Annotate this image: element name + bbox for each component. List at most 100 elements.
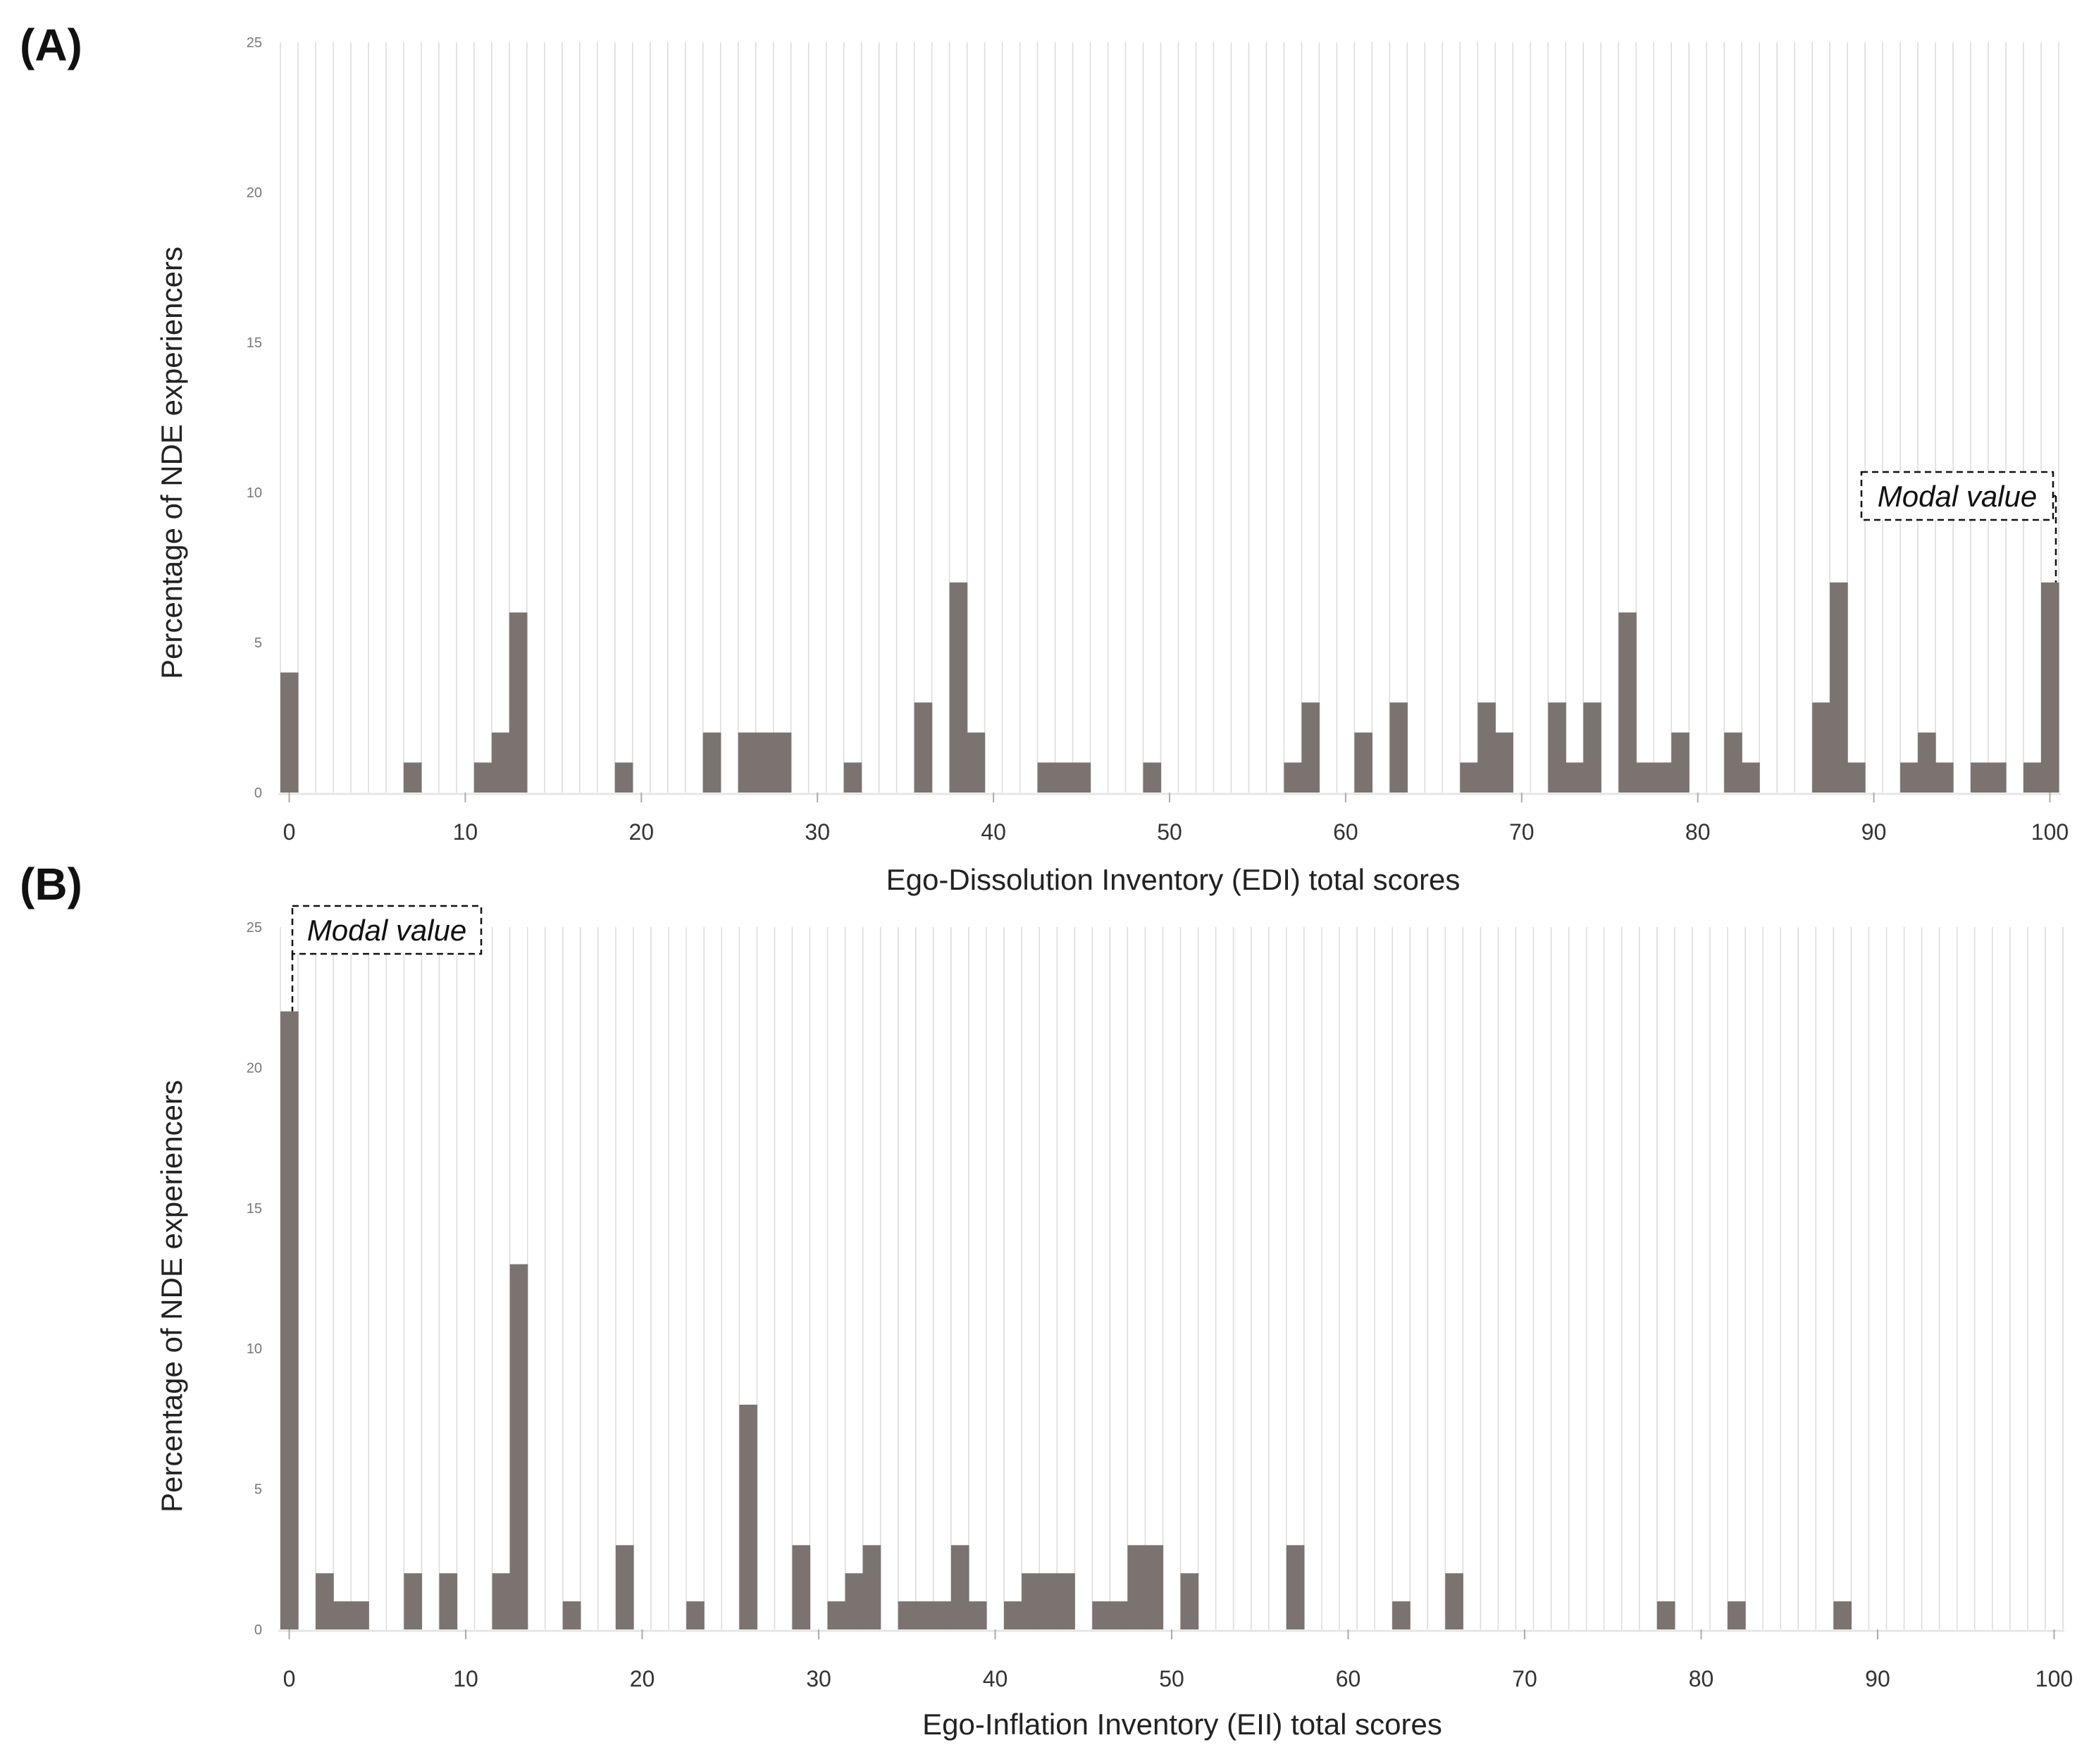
bar — [686, 1601, 705, 1629]
bar — [739, 1404, 757, 1629]
x-tick-label: 20 — [630, 1666, 655, 1691]
bar — [702, 732, 721, 793]
bar — [1833, 1601, 1852, 1629]
panel-b-y-ticks: 0 5 10 15 20 25 — [247, 920, 262, 1638]
bar — [1636, 762, 1654, 793]
bar — [1301, 702, 1320, 793]
bar — [1143, 762, 1162, 793]
panel-a-chart: (A) 0 5 10 15 20 25 0 10 20 30 40 50 60 70 80 90 100 Pe… — [20, 20, 2069, 896]
panel-a-x-axis-title: Ego-Dissolution Inventory (EDI) total sc… — [886, 863, 1461, 896]
bar — [1971, 762, 1989, 793]
x-tick-label: 60 — [1333, 819, 1358, 845]
bar — [738, 732, 757, 793]
y-tick-label: 0 — [254, 1622, 262, 1638]
bar — [615, 1545, 634, 1629]
x-tick-label: 100 — [2035, 1666, 2073, 1691]
x-tick-label: 70 — [1512, 1666, 1537, 1691]
panel-a-gridlines — [280, 42, 2059, 793]
bar — [1724, 732, 1742, 793]
bar — [843, 762, 862, 793]
panel-b-y-axis-title: Percentage of NDE experiencers — [155, 1080, 188, 1513]
bar — [1286, 1545, 1305, 1629]
y-tick-label: 5 — [254, 635, 262, 651]
bar — [280, 1011, 299, 1629]
x-tick-label: 80 — [1689, 1666, 1714, 1691]
bar — [1830, 582, 1848, 793]
panel-a-x-ticks: 0 10 20 30 40 50 60 70 80 90 100 — [283, 793, 2069, 845]
x-tick-label: 40 — [981, 819, 1006, 845]
bar — [1548, 702, 1566, 793]
bar — [1656, 1601, 1675, 1629]
y-tick-label: 15 — [247, 1201, 262, 1217]
bar — [1583, 702, 1601, 793]
bar — [968, 1601, 987, 1629]
bar — [1145, 1545, 1164, 1629]
bar — [1654, 762, 1672, 793]
bar — [792, 1545, 811, 1629]
y-tick-label: 10 — [247, 1341, 262, 1357]
bar — [1618, 612, 1637, 793]
bar — [1004, 1601, 1022, 1629]
bar — [1671, 732, 1690, 793]
bar — [914, 702, 933, 793]
bar — [933, 1601, 952, 1629]
bar — [1092, 1601, 1110, 1629]
panel-b-bars — [280, 1011, 1852, 1629]
y-tick-label: 20 — [247, 1060, 262, 1076]
bar — [967, 732, 986, 793]
y-tick-label: 20 — [247, 185, 262, 201]
modal-value-box — [1860, 471, 2054, 521]
bar — [1918, 732, 1936, 793]
panel-b-chart: (B) 0 5 10 15 20 25 0 10 20 30 40 50 60 70 80 90 100 Pe… — [20, 859, 2073, 1741]
y-tick-label: 15 — [247, 335, 262, 351]
x-tick-label: 90 — [1861, 819, 1887, 845]
bar — [403, 762, 422, 793]
bar — [1072, 762, 1091, 793]
bar — [509, 1264, 528, 1629]
x-tick-label: 30 — [805, 819, 830, 845]
x-tick-label: 80 — [1685, 819, 1711, 845]
bar — [562, 1601, 581, 1629]
x-tick-label: 60 — [1336, 1666, 1361, 1691]
bar — [1037, 762, 1056, 793]
panel-a-y-ticks: 0 5 10 15 20 25 — [247, 35, 262, 801]
bar — [404, 1573, 422, 1629]
x-tick-label: 30 — [806, 1666, 831, 1691]
y-tick-label: 0 — [254, 785, 262, 801]
bar — [351, 1601, 369, 1629]
bar — [492, 1573, 511, 1629]
bar — [1988, 762, 2007, 793]
modal-value-text: Modal value — [307, 914, 466, 947]
x-tick-label: 70 — [1509, 819, 1535, 845]
bar — [280, 672, 299, 793]
bar — [2041, 582, 2059, 793]
bar — [1935, 762, 1954, 793]
bar — [1460, 762, 1478, 793]
bar — [1477, 702, 1496, 793]
bar — [316, 1573, 334, 1629]
modal-value-box — [291, 905, 483, 955]
panel-b-x-axis-title: Ego-Inflation Inventory (EII) total scor… — [922, 1708, 1442, 1741]
bar — [1039, 1573, 1058, 1629]
y-tick-label: 25 — [247, 35, 262, 51]
panel-b-label: (B) — [20, 859, 82, 909]
x-tick-label: 100 — [2031, 819, 2069, 845]
x-tick-label: 20 — [629, 819, 655, 845]
x-tick-label: 10 — [453, 1666, 478, 1691]
bar — [773, 732, 792, 793]
bar — [898, 1601, 917, 1629]
panel-b-x-ticks: 0 10 20 30 40 50 60 70 80 90 100 — [283, 1629, 2073, 1691]
modal-value-text: Modal value — [1878, 480, 2037, 513]
bar — [1566, 762, 1584, 793]
bar — [473, 762, 492, 793]
y-tick-label: 10 — [247, 485, 262, 501]
bar — [1445, 1573, 1463, 1629]
bar — [1495, 732, 1513, 793]
bar — [1354, 732, 1372, 793]
bar — [755, 732, 774, 793]
bar — [1728, 1601, 1746, 1629]
x-tick-label: 90 — [1865, 1666, 1890, 1691]
bar — [949, 582, 968, 793]
bar — [950, 1545, 969, 1629]
